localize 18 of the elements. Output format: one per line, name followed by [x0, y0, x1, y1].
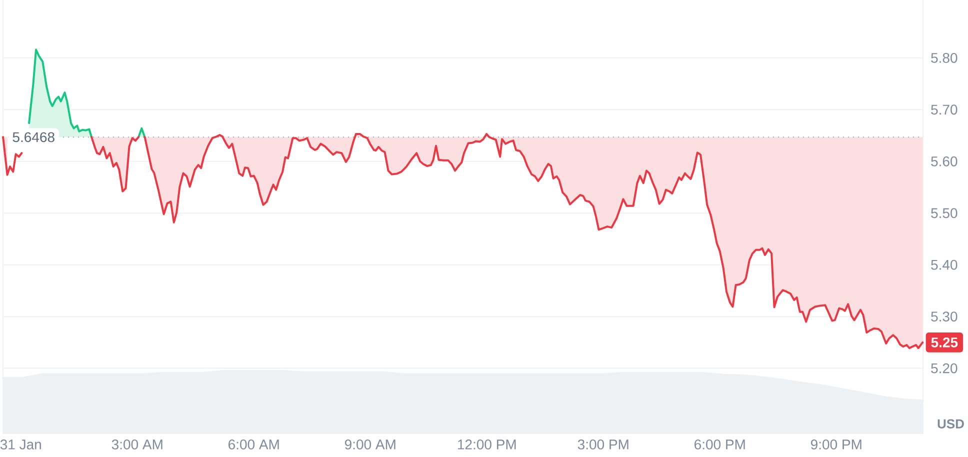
- y-tick-label: 5.70: [931, 104, 958, 115]
- ref-line-label: 5.6468: [12, 132, 54, 142]
- y-tick-label: 5.60: [931, 156, 958, 166]
- x-tick-label: 9:00 PM: [810, 440, 862, 450]
- y-axis-title: USD: [938, 419, 964, 428]
- x-tick-label: 31 Jan: [0, 440, 41, 450]
- y-tick-label: 5.50: [931, 208, 958, 218]
- y-tick-label: 5.40: [931, 260, 958, 270]
- y-tick-label: 5.20: [931, 363, 958, 374]
- x-tick-label: 3:00 AM: [112, 440, 162, 450]
- x-tick-label: 9:00 AM: [344, 440, 396, 450]
- x-tick-label: 3:00 PM: [578, 440, 628, 450]
- x-tick-label: 12:00 PM: [458, 440, 516, 450]
- y-tick-label: 5.30: [931, 312, 958, 322]
- annotation: 5.25: [931, 337, 958, 348]
- x-tick-label: 6:00 AM: [228, 440, 279, 450]
- y-tick-label: 5.80: [931, 52, 958, 63]
- x-tick-label: 6:00 PM: [694, 440, 745, 450]
